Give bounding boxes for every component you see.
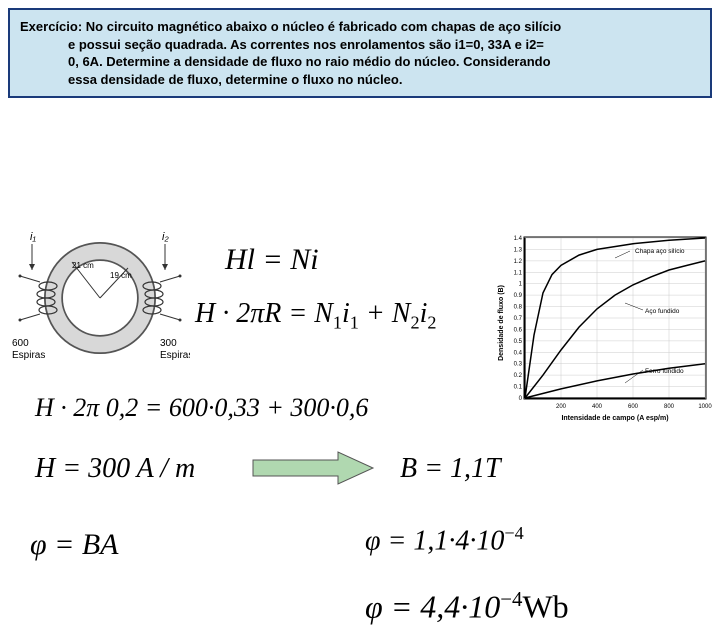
legend-3: Ferro fundido [645, 368, 684, 375]
svg-text:400: 400 [592, 404, 603, 410]
legend-1: Chapa aço silício [635, 248, 685, 255]
eq-hl-ni: Hl = Ni [225, 243, 319, 277]
i2-label: i₂ [162, 231, 169, 243]
svg-text:0.1: 0.1 [514, 385, 523, 391]
eq-h2pir: H · 2πR = N1i1 + N2i2 [195, 298, 436, 334]
torus-diagram: 21 cm 19 cm i₁ i₂ 600 Espiras 300 Espira… [10, 218, 190, 378]
svg-text:0.7: 0.7 [514, 316, 523, 322]
svg-text:0.3: 0.3 [514, 362, 523, 368]
eq-b-11: B = 1,1T [400, 453, 501, 485]
svg-text:1.4: 1.4 [514, 236, 523, 242]
exercise-line3: 0, 6A. Determine a densidade de fluxo no… [20, 53, 700, 71]
left-turns-label: Espiras [12, 350, 45, 361]
svg-text:0.9: 0.9 [514, 293, 523, 299]
bh-chart: 00.10.20.30.40.50.60.70.80.911.11.21.31.… [495, 228, 715, 423]
svg-text:1.1: 1.1 [514, 270, 523, 276]
eq-h-300: H = 300 A / m [35, 453, 195, 485]
r-inner-label: 19 cm [110, 271, 132, 280]
exercise-line2: e possui seção quadrada. As correntes no… [20, 36, 700, 54]
svg-text:600: 600 [628, 404, 639, 410]
eq-phi-result: φ = 4,4·10−4Wb [365, 588, 569, 626]
right-turns: 300 [160, 338, 177, 349]
chart-ylabel: Densidade de fluxo (B) [498, 285, 505, 361]
exercise-box: Exercício: No circuito magnético abaixo … [8, 8, 712, 98]
svg-text:0.2: 0.2 [514, 373, 523, 379]
svg-text:1000: 1000 [698, 404, 712, 410]
eq-numeric: H · 2π 0,2 = 600·0,33 + 300·0,6 [35, 393, 368, 423]
svg-text:0.5: 0.5 [514, 339, 523, 345]
arrow-icon [248, 448, 378, 488]
left-turns: 600 [12, 338, 29, 349]
svg-text:0.8: 0.8 [514, 305, 523, 311]
r-outer-label: 21 cm [72, 261, 94, 270]
svg-text:0.6: 0.6 [514, 328, 523, 334]
i1-label: i₁ [30, 231, 36, 243]
exercise-line1: No circuito magnético abaixo o núcleo é … [86, 19, 561, 34]
eq-phi-calc: φ = 1,1·4·10−4 [365, 523, 524, 557]
exercise-title: Exercício: [20, 19, 82, 34]
exercise-line4: essa densidade de fluxo, determine o flu… [20, 71, 700, 89]
right-turns-label: Espiras [160, 350, 190, 361]
chart-xlabel: Intensidade de campo (A esp/m) [561, 415, 668, 422]
svg-text:200: 200 [556, 404, 567, 410]
eq-phi-ba: φ = BA [30, 528, 119, 562]
legend-2: Aço fundido [645, 308, 680, 315]
svg-text:1.2: 1.2 [514, 259, 523, 265]
svg-text:800: 800 [664, 404, 675, 410]
svg-text:0.4: 0.4 [514, 350, 523, 356]
svg-text:1.3: 1.3 [514, 248, 523, 254]
